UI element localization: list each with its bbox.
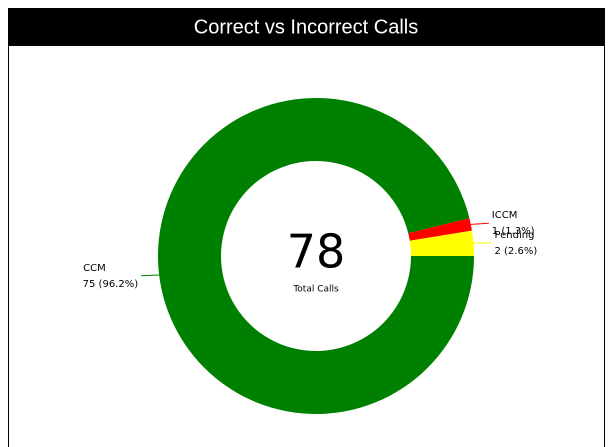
slice-name: CCM <box>83 263 106 274</box>
slice-name: ICCM <box>492 210 518 221</box>
title-bar <box>8 8 605 46</box>
slice <box>409 230 474 256</box>
slice-value-label: 2 (2.6%) <box>494 246 537 257</box>
slice-value-label: 75 (96.2%) <box>83 279 139 290</box>
slice-value-label: 1 (1.3%) <box>492 226 535 237</box>
leader-line <box>470 222 489 225</box>
slice-name: Pending <box>494 230 534 241</box>
leader-line <box>141 274 160 277</box>
chart-title: Correct vs Incorrect Calls <box>194 16 419 38</box>
center-value: 78 <box>287 225 346 279</box>
slice <box>408 218 472 241</box>
center-label: Total Calls <box>292 285 339 295</box>
slice <box>157 97 474 414</box>
